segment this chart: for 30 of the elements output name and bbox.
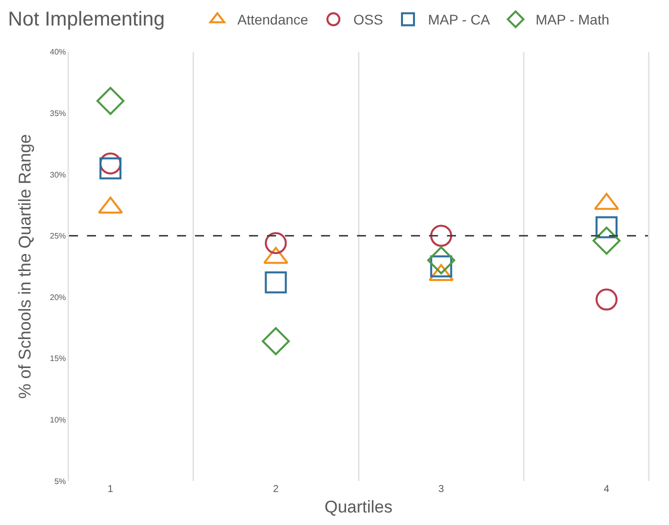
point [427, 246, 456, 274]
y-tick-label: 20% [50, 292, 66, 302]
y-tick-label: 25% [50, 232, 66, 241]
point [99, 152, 122, 174]
point [430, 224, 452, 247]
x-tick-label: 3 [438, 484, 444, 495]
point [96, 86, 124, 115]
point [264, 271, 287, 294]
y-tick-label: 5% [54, 476, 66, 486]
point [596, 288, 618, 311]
x-tick-label: 1 [108, 484, 114, 495]
chart-title: Not Implementing [8, 8, 165, 30]
point [596, 216, 618, 238]
x-axis-title: Quartiles [324, 497, 393, 516]
legend-label: MAP - Math [536, 12, 610, 28]
point [262, 327, 290, 356]
y-tick-label: 15% [50, 354, 66, 364]
y-tick-label: 40% [50, 48, 66, 57]
point [592, 226, 621, 255]
x-tick-label: 2 [273, 484, 280, 495]
point [264, 232, 287, 254]
point [99, 157, 122, 180]
y-tick-label: 35% [50, 108, 66, 118]
y-tick-label: 10% [50, 415, 66, 424]
legend-label: OSS [353, 12, 383, 28]
legend-label: MAP - CA [428, 12, 491, 28]
y-axis-title: % of Schools in the Quartile Range [16, 134, 35, 399]
legend-label: Attendance [237, 12, 308, 28]
x-tick-label: 4 [604, 484, 610, 495]
y-tick-label: 30% [50, 170, 66, 180]
